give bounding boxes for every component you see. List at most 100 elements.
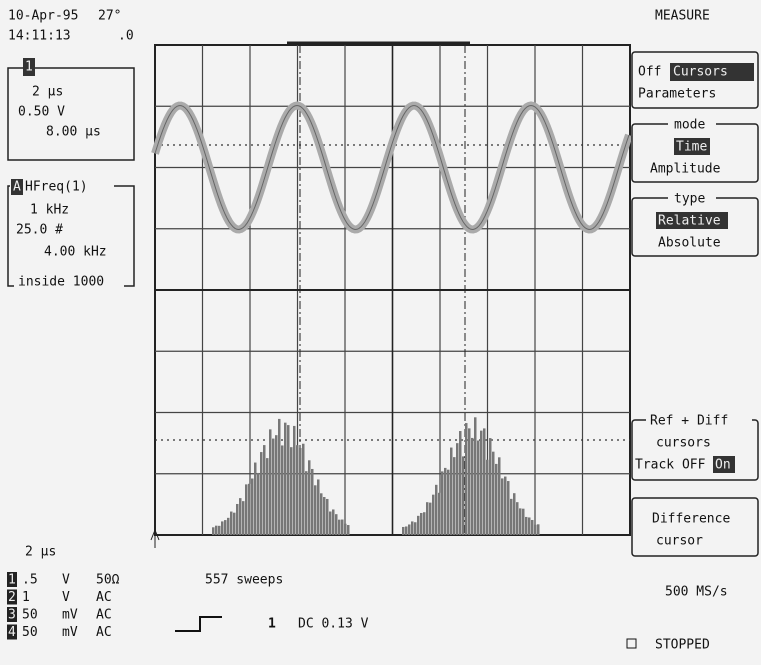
histogram-bar <box>501 478 504 535</box>
histogram-bar <box>414 522 417 535</box>
histogram-bar <box>444 468 447 535</box>
histogram-bar <box>254 463 257 535</box>
histogram-bar <box>308 460 311 535</box>
menu-line[interactable]: cursor <box>656 534 703 549</box>
histogram-bar <box>251 479 254 535</box>
channel-scale: .5 <box>22 573 38 588</box>
histogram-bar <box>474 417 477 535</box>
channel-unit: mV <box>62 608 78 623</box>
menu-option-selected[interactable]: Relative <box>658 214 721 229</box>
temp: 27° <box>98 9 121 24</box>
channel-coupling: AC <box>96 625 112 640</box>
histogram-bar <box>519 508 522 535</box>
histogram-bar <box>212 527 215 535</box>
channel-coupling: 50Ω <box>96 573 120 588</box>
histogram-bar <box>468 428 471 535</box>
menu-option-selected[interactable]: Cursors <box>673 65 728 80</box>
box-line: 25.0 # <box>16 223 63 238</box>
histogram-bar <box>498 457 501 535</box>
histogram-bar <box>281 445 284 535</box>
menu-label: Ref + Diff <box>650 414 728 429</box>
histogram-bar <box>317 479 320 535</box>
histogram-bar <box>230 512 233 535</box>
menu-option[interactable]: Absolute <box>658 236 721 251</box>
histogram-bar <box>471 438 474 535</box>
menu-title: MEASURE <box>655 9 710 24</box>
channel-number: 2 <box>8 590 16 605</box>
histogram-bar <box>513 493 516 535</box>
histogram-bar <box>522 509 525 535</box>
histogram-bar <box>477 441 480 535</box>
histogram-bar <box>450 448 453 535</box>
menu-line[interactable]: Difference <box>652 512 730 527</box>
menu-option[interactable]: Amplitude <box>650 162 721 177</box>
histogram-bar <box>269 429 272 535</box>
channel-unit: V <box>62 573 70 588</box>
time: 14:11:13 <box>8 29 71 44</box>
histogram-bar <box>335 514 338 535</box>
menu-option[interactable]: Track OFF <box>635 458 706 473</box>
menu-line: cursors <box>656 436 711 451</box>
histogram-bar <box>248 484 251 535</box>
histogram-bar <box>417 516 420 535</box>
histogram-bar <box>344 524 347 535</box>
channel-number: 3 <box>8 608 16 623</box>
histogram-bar <box>489 438 492 535</box>
histogram-bar <box>405 526 408 535</box>
histogram-bar <box>218 526 221 535</box>
histogram-bar <box>236 504 239 535</box>
menu-option-selected[interactable]: Time <box>676 140 707 155</box>
histogram-bar <box>245 484 248 535</box>
histogram-bar <box>221 521 224 535</box>
histogram-bar <box>278 419 281 535</box>
channel-scale: 50 <box>22 608 38 623</box>
histogram-bar <box>242 501 245 535</box>
channel-scale: 1 <box>22 590 30 605</box>
histogram-bar <box>296 445 299 535</box>
histogram-bar <box>302 444 305 535</box>
histogram-bar <box>233 513 236 535</box>
histogram-bar <box>266 458 269 535</box>
histogram-bar <box>537 524 540 535</box>
histogram-bar <box>432 495 435 535</box>
histogram-bar <box>332 509 335 535</box>
histogram-bar <box>239 498 242 535</box>
timebase: 2 µs <box>25 545 56 560</box>
histogram-bar <box>341 520 344 535</box>
scope-screen: 10-Apr-95 27° 14:11:13 .0 1 2 µs 0.50 V … <box>0 0 761 665</box>
histogram-bar <box>263 445 266 535</box>
histogram-bar <box>459 431 462 535</box>
histogram-bar <box>338 520 341 535</box>
sweeps: 557 sweeps <box>205 573 283 588</box>
menu-option-selected[interactable]: On <box>715 458 731 473</box>
histogram-bar <box>320 493 323 535</box>
channel-scale: 50 <box>22 625 38 640</box>
histogram-bar <box>426 502 429 535</box>
histogram-bar <box>411 521 414 535</box>
histogram-bar <box>441 471 444 535</box>
histogram-bar <box>227 518 230 535</box>
histogram-bar <box>429 503 432 535</box>
state: STOPPED <box>655 638 710 653</box>
sample-rate: 500 MS/s <box>665 585 728 600</box>
menu-option[interactable]: Off <box>638 65 661 80</box>
function-channel: A <box>13 180 21 195</box>
channel-number: 1 <box>25 60 33 75</box>
menu-option[interactable]: Parameters <box>638 87 716 102</box>
histogram-bar <box>447 470 450 535</box>
histogram-bar <box>516 502 519 535</box>
histogram-bar <box>456 443 459 535</box>
histogram-bar <box>326 499 329 535</box>
histogram-bar <box>483 428 486 535</box>
histogram-bar <box>305 471 308 535</box>
histogram-bar <box>525 517 528 535</box>
histogram-bar <box>492 452 495 535</box>
channel-unit: mV <box>62 625 78 640</box>
histogram-bar <box>257 473 260 535</box>
histogram-bar <box>435 485 438 535</box>
histogram-bar <box>215 526 218 535</box>
box-line: 8.00 µs <box>46 125 101 140</box>
histogram-bar <box>465 423 468 535</box>
channel-coupling: AC <box>96 608 112 623</box>
histogram-bar <box>293 426 296 535</box>
